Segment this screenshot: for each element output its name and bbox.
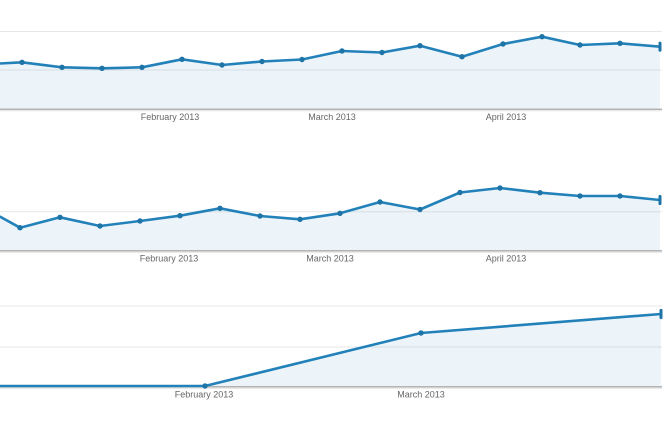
data-point <box>297 216 303 222</box>
data-point <box>377 199 383 205</box>
x-tick-label: March 2013 <box>308 112 356 122</box>
data-line <box>0 35 662 70</box>
data-point <box>418 330 424 336</box>
area-fill <box>0 36 660 109</box>
data-point <box>217 205 223 211</box>
data-point <box>57 214 63 220</box>
data-point <box>417 43 423 49</box>
data-point <box>299 56 305 63</box>
data-point <box>617 193 623 199</box>
data-point <box>457 189 463 196</box>
data-point <box>379 49 385 56</box>
data-point <box>177 213 183 219</box>
data-point <box>19 59 25 65</box>
data-point <box>497 185 503 191</box>
data-point <box>577 42 583 48</box>
data-point <box>99 65 105 72</box>
x-tick-label: February 2013 <box>140 254 199 264</box>
data-point <box>257 213 263 219</box>
chart-3: February 2013 March 2013 <box>0 305 663 400</box>
data-point <box>179 56 185 62</box>
chart-1: February 2013 March 2013 April 2013 <box>0 31 662 122</box>
data-point <box>139 64 145 71</box>
data-point <box>337 210 343 216</box>
data-point <box>17 225 23 231</box>
x-tick-label: April 2013 <box>486 254 527 264</box>
x-tick-label: February 2013 <box>141 112 200 122</box>
data-point <box>137 218 143 224</box>
data-point <box>459 54 465 60</box>
data-point <box>537 190 543 196</box>
data-point <box>202 383 208 389</box>
data-line <box>0 312 663 388</box>
area-fill <box>0 188 660 250</box>
data-point <box>59 64 65 71</box>
chart-2: February 2013 March 2013 April 2013 <box>0 185 662 264</box>
x-tick-label: February 2013 <box>175 390 234 400</box>
area-fill <box>0 314 661 386</box>
x-tick-label: April 2013 <box>486 112 527 122</box>
data-point <box>417 206 423 213</box>
x-tick-label: March 2013 <box>397 390 445 400</box>
data-point <box>339 48 345 54</box>
data-point <box>539 34 545 40</box>
data-point <box>219 62 225 68</box>
data-point <box>97 223 103 229</box>
data-point <box>577 193 583 199</box>
data-point <box>617 40 623 46</box>
x-tick-label: March 2013 <box>306 254 354 264</box>
data-point <box>259 58 265 65</box>
data-point <box>500 41 506 47</box>
data-line <box>0 186 662 229</box>
